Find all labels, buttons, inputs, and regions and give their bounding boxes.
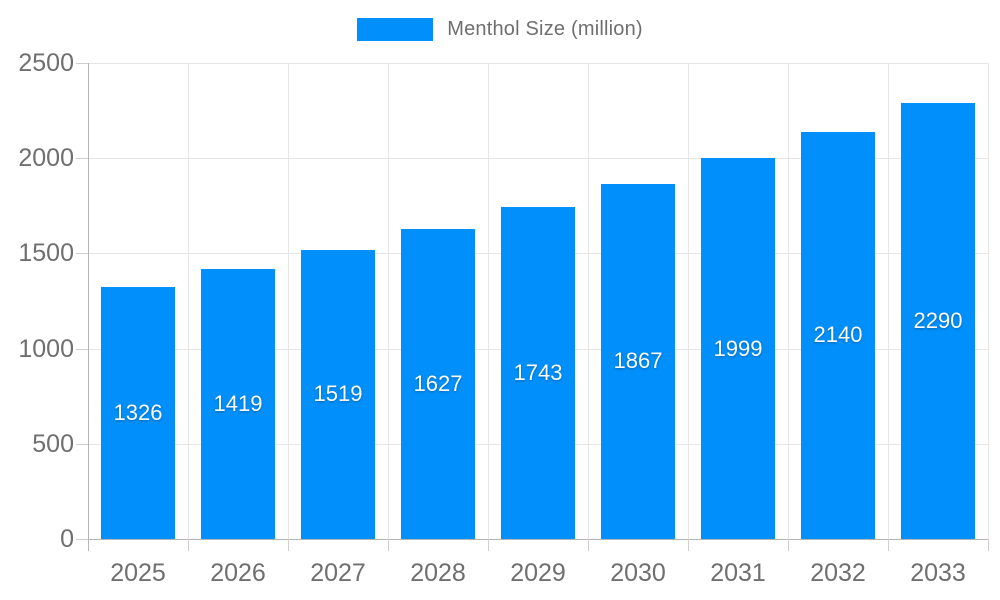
bar[interactable]: 1419 xyxy=(201,268,275,539)
x-axis-label: 2029 xyxy=(510,559,566,587)
bar[interactable]: 1867 xyxy=(601,183,675,539)
x-axis-tick xyxy=(188,539,189,551)
bar[interactable]: 2290 xyxy=(901,102,975,539)
bar-value-label: 1867 xyxy=(613,348,663,374)
legend-label: Menthol Size (million) xyxy=(447,18,643,40)
x-gridline xyxy=(488,63,489,539)
x-axis-label: 2025 xyxy=(110,559,166,587)
y-axis-tick xyxy=(76,348,88,350)
bar[interactable]: 1627 xyxy=(401,229,475,539)
bar-value-label: 1519 xyxy=(313,381,363,407)
y-axis-label: 1500 xyxy=(18,239,74,268)
bar-value-label: 1627 xyxy=(413,371,463,397)
bar-value-label: 2290 xyxy=(913,307,963,333)
bar-value-label: 2140 xyxy=(813,322,863,348)
y-axis-tick xyxy=(76,539,88,540)
bar[interactable]: 1999 xyxy=(701,158,775,539)
y-axis-tick xyxy=(76,253,88,255)
x-axis-label: 2026 xyxy=(210,559,266,587)
x-axis-label: 2030 xyxy=(610,559,666,587)
bar-value-label: 1743 xyxy=(513,360,563,386)
bar-value-label: 1419 xyxy=(213,390,263,416)
y-axis-label: 2000 xyxy=(18,144,74,173)
x-axis-label: 2033 xyxy=(910,559,966,587)
x-axis-tick xyxy=(488,539,489,551)
bar[interactable]: 1519 xyxy=(301,249,375,539)
y-gridline xyxy=(88,158,988,160)
y-axis-line xyxy=(88,63,89,539)
bar[interactable]: 2140 xyxy=(801,131,875,539)
bar-value-label: 1999 xyxy=(713,335,763,361)
x-axis-label: 2032 xyxy=(810,559,866,587)
x-gridline xyxy=(888,63,889,539)
x-axis-tick xyxy=(388,539,389,551)
chart-legend[interactable]: Menthol Size (million) xyxy=(0,18,1000,41)
y-axis-tick xyxy=(76,443,88,445)
x-gridline xyxy=(588,63,589,539)
x-axis-tick xyxy=(688,539,689,551)
bar-value-label: 1326 xyxy=(113,399,163,425)
y-axis-tick xyxy=(76,158,88,160)
y-axis-tick xyxy=(76,63,88,64)
x-axis-label: 2031 xyxy=(710,559,766,587)
x-gridline xyxy=(988,63,989,539)
y-axis-label: 0 xyxy=(60,525,74,553)
x-axis-tick xyxy=(88,539,89,551)
y-axis-label: 500 xyxy=(32,429,74,458)
legend-swatch-icon xyxy=(357,18,434,41)
x-gridline xyxy=(288,63,289,539)
x-axis-label: 2028 xyxy=(410,559,466,587)
y-gridline xyxy=(88,63,988,64)
x-axis-tick xyxy=(788,539,789,551)
x-axis-tick xyxy=(588,539,589,551)
x-gridline xyxy=(188,63,189,539)
x-gridline xyxy=(788,63,789,539)
x-axis-label: 2027 xyxy=(310,559,366,587)
x-gridline xyxy=(688,63,689,539)
x-gridline xyxy=(388,63,389,539)
y-axis-label: 1000 xyxy=(18,334,74,363)
bar[interactable]: 1743 xyxy=(501,207,575,539)
x-axis-tick xyxy=(888,539,889,551)
x-axis-tick xyxy=(288,539,289,551)
x-axis-tick xyxy=(988,539,989,551)
y-axis-label: 2500 xyxy=(18,49,74,77)
x-axis-line xyxy=(88,539,988,540)
bar[interactable]: 1326 xyxy=(101,286,175,539)
